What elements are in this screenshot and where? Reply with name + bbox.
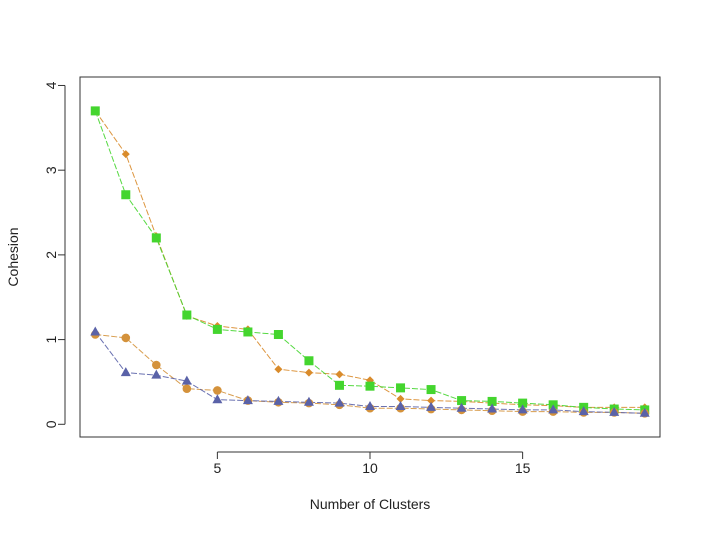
series-4-point [578,406,589,416]
series-3-point [182,384,192,394]
series-4-point [517,404,528,414]
series-4-point [334,397,345,407]
y-tick-label: 1 [43,335,59,343]
y-tick-label: 4 [43,81,59,89]
series-2-point [396,383,406,393]
series-1-line [94,110,645,408]
series-2-point [273,330,283,340]
x-tick-label: 10 [362,460,378,476]
series-2-point [90,106,100,116]
series-1-point [304,368,313,377]
series-1-point [121,150,130,159]
series-4-point [273,395,284,405]
series-1-point [396,394,405,403]
series-4-point [487,403,498,413]
series-2-point [243,327,253,337]
series-1-point [274,365,283,374]
series-4-point [242,395,253,405]
series-2-point [151,233,161,243]
y-tick-label: 3 [43,166,59,174]
series-2-point [182,310,192,320]
series-2-point [212,324,222,334]
y-tick-label: 2 [43,251,59,259]
axes: 5 10 15 0 1 2 3 4 [43,81,531,476]
series-2-point [518,398,528,408]
series-2-point [334,380,344,390]
series-2-point [457,396,467,406]
y-tick-label: 0 [43,420,59,428]
series-2-point [487,396,497,406]
series-4-point [609,406,620,416]
series-4-point [395,401,406,411]
series-4-point [456,402,467,412]
y-axis-label: Cohesion [5,227,21,286]
series-markers [90,106,650,418]
series-4-point [151,369,162,379]
series-4-point [548,404,559,414]
plot-area-frame [79,76,661,438]
series-4-point [303,396,314,406]
series-3-point [152,360,161,370]
series-4-point [639,407,650,417]
x-axis-label: Number of Clusters [310,496,431,512]
series-2-point [121,190,131,200]
series-1-point [427,396,436,405]
series-4-point [120,367,131,377]
x-tick-label: 15 [515,460,531,476]
series-2-line [94,110,645,411]
series-4-point [365,401,375,411]
series-2-point [304,356,314,366]
series-lines [94,110,645,414]
series-4-point [181,375,192,385]
series-2-point [365,381,375,391]
series-3-point [213,386,222,395]
series-1-point [335,370,344,379]
series-2-point [426,385,436,395]
series-4-point [212,394,223,404]
series-4-point [426,401,437,411]
series-3-point [121,333,131,343]
series-4-point [90,326,101,336]
x-tick-label: 5 [213,460,221,476]
